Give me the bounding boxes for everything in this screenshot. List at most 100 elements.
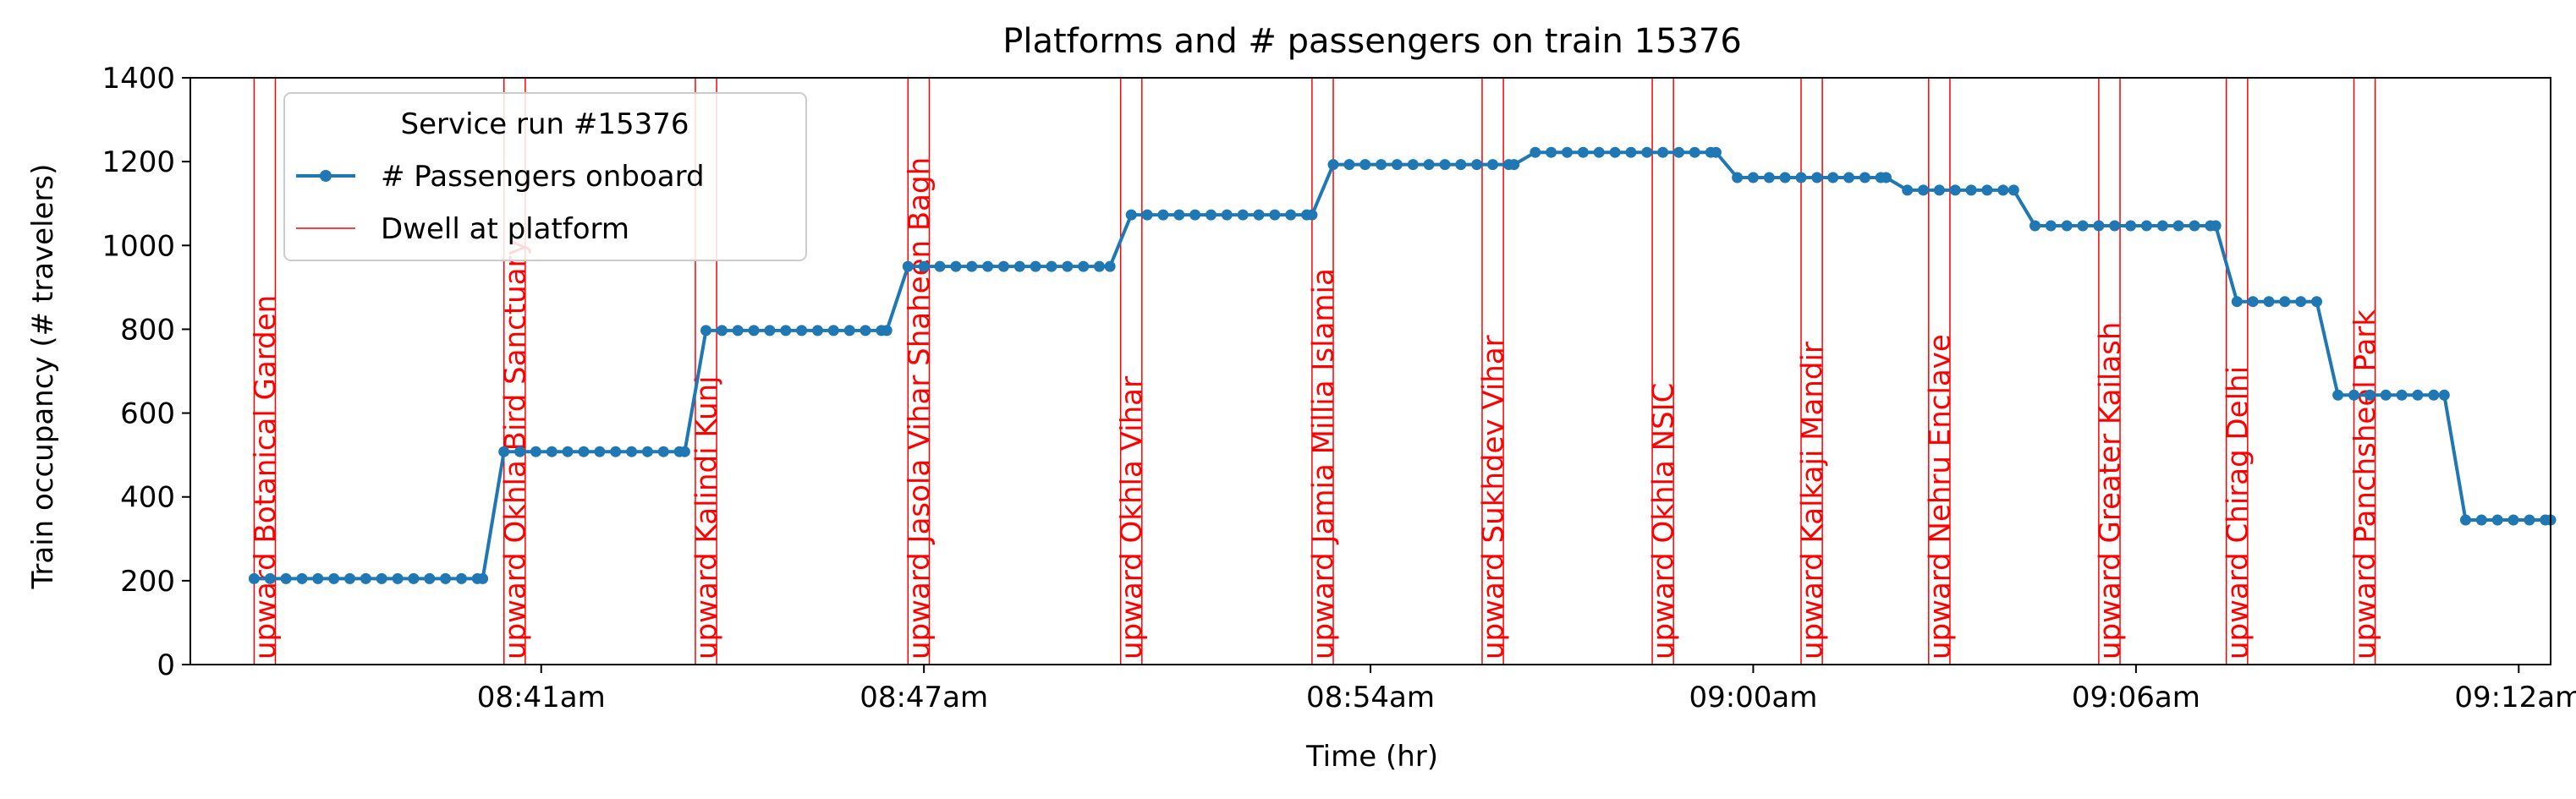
passenger-point [2061,220,2073,232]
passenger-point [1689,146,1700,158]
y-tick-label: 1000 [102,229,175,263]
x-tick-label: 09:12am [2454,681,2576,714]
passenger-point [700,325,711,337]
passenger-point [1562,146,1573,158]
passenger-point [1747,172,1759,183]
passenger-point [280,572,292,584]
passenger-point [2380,389,2392,401]
passenger-point [780,325,792,337]
passenger-point [1933,184,1945,196]
passenger-point [296,572,308,584]
passenger-point [1593,146,1605,158]
passenger-point [2524,514,2535,526]
passenger-point [2279,296,2291,308]
passenger-point [2332,389,2344,401]
passenger-point [1609,146,1621,158]
station-label: upward Jasola Vihar Shaheen Bagh [903,157,936,659]
passenger-point [1881,172,1892,183]
passenger-point [2156,220,2168,232]
passenger-point [716,325,728,337]
passenger-point [2311,296,2322,308]
passenger-point [860,325,871,337]
station-label: upward Kalkaji Mandir [1796,342,1830,659]
passenger-point [1657,146,1669,158]
passenger-point [1062,260,1074,272]
passenger-point [1407,159,1419,171]
passenger-point [1125,209,1137,221]
legend: Service run #15376 # Passengers onboard … [283,92,807,261]
passenger-point [2364,389,2376,401]
passenger-point [1827,172,1839,183]
y-tick-label: 400 [120,481,175,515]
passenger-point [1206,209,1217,221]
y-tick-label: 600 [120,397,175,431]
passenger-point [1625,146,1637,158]
passenger-point [2475,514,2487,526]
passenger-point [997,260,1009,272]
passenger-point [2029,220,2040,232]
passenger-point [2093,220,2105,232]
passenger-point [966,260,978,272]
passenger-point [1423,159,1435,171]
passenger-point [1508,159,1520,171]
passenger-point [1546,146,1557,158]
passenger-point [1343,159,1355,171]
passenger-point [764,325,776,337]
passenger-point [2412,389,2424,401]
passenger-point [1439,159,1451,171]
passenger-point [982,260,994,272]
passenger-point [934,260,946,272]
dwell-layer: upward Botanical Garden upward Okhla Bird… [249,78,2382,665]
passenger-point [1013,260,1025,272]
passenger-point [2348,389,2359,401]
passenger-point [843,325,855,337]
passenger-point [796,325,808,337]
chart-title: Platforms and # passengers on train 1537… [1002,22,1742,61]
passenger-point [578,446,590,457]
passenger-point [827,325,839,337]
x-tick-label: 08:47am [860,681,988,714]
station-label: upward Sukhdev Vihar [1477,335,1511,659]
passenger-point [610,446,622,457]
passenger-point [732,325,744,337]
passenger-point [2491,514,2503,526]
passenger-point [1391,159,1403,171]
passenger-point [2396,389,2408,401]
passenger-point [360,572,371,584]
x-axis-title: Time (hr) [1305,740,1438,774]
passenger-point [1965,184,1977,196]
passenger-point [376,572,387,584]
passenger-point [1843,172,1854,183]
x-tick-label: 09:00am [1689,681,1817,714]
passenger-point [1902,184,1914,196]
station-label: upward Okhla NSIC [1647,383,1681,659]
passenger-point [2428,389,2440,401]
passenger-point [748,325,760,337]
passenger-point [530,446,541,457]
legend-entry-dwell: Dwell at platform [381,212,629,246]
y-tick-label: 1200 [102,145,175,179]
passenger-point [1189,209,1201,221]
passenger-point [2438,389,2450,401]
passenger-point [562,446,574,457]
station-label: upward Okhla Vihar [1115,376,1149,659]
passenger-point [1949,184,1961,196]
passenger-point [1795,172,1807,183]
passenger-point [1359,159,1371,171]
passenger-point [641,446,653,457]
passenger-point [1306,209,1318,221]
passenger-point [344,572,355,584]
passenger-point [1237,209,1249,221]
passenger-point [1221,209,1233,221]
passenger-point [1530,146,1541,158]
passenger-point [1078,260,1090,272]
x-tick-label: 09:06am [2072,681,2200,714]
passenger-point [678,446,690,457]
series-layer [248,146,2557,584]
legend-title: Service run #15376 [401,107,689,141]
passenger-point [440,572,452,584]
passenger-point [1104,260,1116,272]
passenger-point [2210,220,2222,232]
passenger-point [1455,159,1467,171]
